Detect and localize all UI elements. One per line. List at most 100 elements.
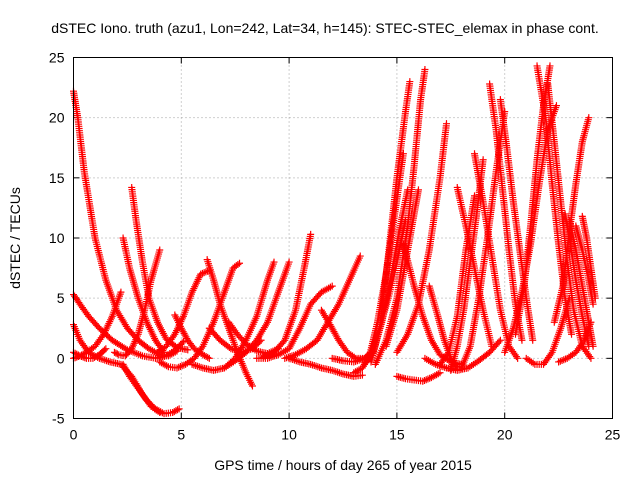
data-point: [585, 114, 593, 122]
data-arc: [447, 156, 487, 374]
data-point: [81, 354, 89, 362]
data-point: [479, 156, 487, 164]
data-point: [488, 342, 496, 350]
data-point: [98, 332, 106, 340]
data-point: [175, 363, 183, 371]
data-point: [328, 282, 336, 290]
data-point: [546, 62, 554, 70]
data-arc: [188, 258, 278, 374]
data-point: [248, 382, 256, 390]
data-arc: [220, 258, 293, 372]
data-arc: [533, 62, 576, 338]
axis-ticks: 0 5 10 15 20 25 -5 0 5 10 15 20 25: [49, 50, 621, 443]
data-arc: [555, 318, 595, 366]
data-point: [171, 342, 179, 350]
data-arc: [382, 186, 422, 350]
data-point: [452, 362, 460, 370]
data-point: [586, 353, 594, 361]
data-point: [558, 356, 566, 364]
data-point: [102, 345, 110, 353]
data-arc: [119, 360, 183, 418]
data-point: [101, 356, 109, 364]
data-point: [579, 338, 587, 346]
data-point: [434, 370, 442, 378]
data-arc: [367, 78, 414, 366]
data-point: [117, 288, 125, 296]
data-point: [103, 357, 111, 365]
data-point: [279, 338, 287, 346]
data-arc: [70, 87, 181, 360]
data-point: [236, 259, 244, 267]
y-tick-label: 20: [49, 110, 65, 126]
data-arc: [458, 108, 509, 372]
data-point: [453, 364, 461, 372]
x-axis-label: GPS time / hours of day 265 of year 2015: [214, 457, 472, 473]
y-tick-label: 5: [57, 290, 65, 306]
data-point: [78, 353, 86, 361]
data-point: [334, 368, 342, 376]
data-point: [173, 364, 181, 372]
data-point: [436, 369, 444, 377]
x-tick-label: 5: [177, 427, 185, 443]
data-arc: [425, 282, 461, 372]
data-point: [312, 362, 320, 370]
data-point: [587, 354, 595, 362]
data-point: [156, 246, 164, 254]
data-point: [176, 363, 184, 371]
data-point: [192, 362, 200, 370]
data-point: [356, 252, 364, 260]
data-arc: [578, 212, 599, 302]
data-arc: [453, 183, 496, 350]
data-arc: [110, 246, 164, 360]
data-point: [424, 375, 432, 383]
data-arc: [70, 345, 110, 362]
data-arc: [253, 282, 336, 362]
data-point: [104, 357, 112, 365]
data-point: [205, 354, 213, 362]
x-tick-label: 15: [389, 427, 405, 443]
data-point: [422, 376, 430, 384]
data-point: [101, 346, 109, 354]
chart-title: dSTEC Iono. truth (azu1, Lon=242, Lat=34…: [51, 20, 598, 36]
plot-frame: [73, 57, 613, 419]
data-point: [316, 363, 324, 371]
data-arc: [259, 230, 315, 361]
data-point: [204, 353, 212, 361]
data-point: [335, 369, 343, 377]
y-tick-label: 15: [49, 170, 65, 186]
x-tick-label: 20: [497, 427, 513, 443]
data-point: [193, 362, 201, 370]
data-point: [420, 376, 428, 384]
data-point: [337, 369, 345, 377]
y-tick-label: 0: [57, 350, 65, 366]
data-point: [308, 361, 316, 369]
data-point: [406, 78, 414, 86]
x-tick-label: 25: [605, 427, 621, 443]
data-point: [414, 186, 422, 194]
data-point: [76, 352, 84, 360]
data-point: [184, 346, 192, 354]
data-arc: [203, 256, 256, 390]
data-arc: [285, 354, 366, 380]
data-point: [332, 368, 340, 376]
data-point: [197, 270, 205, 278]
y-tick-label: 10: [49, 230, 65, 246]
data-point: [198, 269, 206, 277]
y-axis-label: dSTEC / TECUs: [7, 187, 23, 289]
data-point: [529, 359, 537, 367]
data-point: [314, 363, 322, 371]
data-point: [547, 350, 555, 358]
data-arc: [572, 222, 597, 308]
data-point: [471, 192, 479, 200]
data-point: [529, 336, 537, 344]
data-point: [426, 374, 434, 382]
data-points: [70, 62, 599, 418]
data-point: [442, 120, 450, 128]
data-point: [158, 409, 166, 417]
data-arc: [119, 234, 168, 356]
x-tick-label: 0: [70, 427, 78, 443]
x-tick-label: 10: [281, 427, 297, 443]
data-point: [496, 336, 504, 344]
data-point: [113, 350, 121, 358]
